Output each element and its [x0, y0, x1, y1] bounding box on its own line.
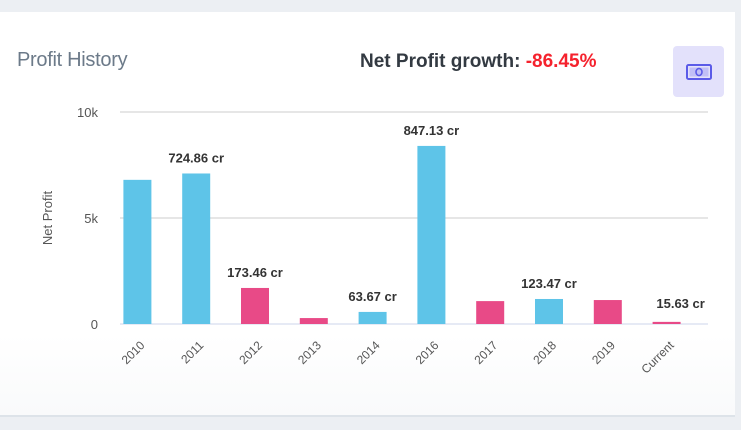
money-bill-icon — [685, 63, 712, 80]
x-tick-label: 2010 — [119, 338, 148, 367]
y-tick-label: 10k — [77, 105, 98, 120]
money-toggle-button[interactable] — [673, 46, 724, 97]
data-label-current: 15.63 cr — [656, 296, 704, 311]
x-axis-ticks: 2010 2011 2012 2013 2014 2016 2017 2018 2019 Curr… — [119, 338, 677, 377]
data-label-2011: 724.86 cr — [168, 150, 224, 165]
data-label-2014: 63.67 cr — [348, 289, 396, 304]
bar-2012[interactable] — [241, 287, 269, 324]
bar-2016[interactable] — [417, 145, 446, 324]
x-tick-label: 2012 — [236, 338, 265, 367]
data-label-2018: 123.47 cr — [521, 276, 577, 291]
growth-value: -86.45% — [525, 51, 597, 72]
x-tick-label: 2018 — [530, 338, 559, 367]
bar-2010[interactable] — [123, 179, 152, 324]
bar-2014[interactable] — [358, 311, 387, 324]
profit-history-card — [0, 12, 735, 417]
net-profit-growth: Net Profit growth: -86.45% — [360, 51, 597, 73]
bar-2017[interactable] — [476, 301, 505, 324]
x-tick-label: 2017 — [472, 338, 501, 367]
x-tick-label: 2019 — [589, 338, 618, 367]
bars — [123, 145, 681, 324]
data-labels: 724.86 cr 173.46 cr 63.67 cr 847.13 cr 123.4… — [168, 123, 704, 311]
y-axis-label: Net Profit — [40, 191, 55, 246]
x-tick-label: 2016 — [413, 338, 442, 367]
bar-2019[interactable] — [593, 300, 622, 324]
data-label-2012: 173.46 cr — [227, 265, 283, 280]
bar-2011[interactable] — [182, 173, 211, 324]
y-axis-ticks: 0 5k 10k — [77, 105, 98, 332]
x-tick-label: 2011 — [178, 338, 206, 366]
y-tick-label: 5k — [84, 211, 98, 226]
growth-label: Net Profit growth: — [360, 51, 521, 72]
bar-2018[interactable] — [535, 298, 563, 324]
bar-current[interactable] — [652, 321, 681, 324]
x-tick-label: Current — [639, 338, 678, 377]
data-label-2016: 847.13 cr — [404, 123, 460, 138]
y-tick-label: 0 — [91, 317, 98, 332]
bar-2013[interactable] — [299, 318, 328, 324]
card-title: Profit History — [17, 49, 128, 71]
x-tick-label: 2014 — [354, 338, 383, 367]
x-tick-label: 2013 — [295, 338, 324, 367]
